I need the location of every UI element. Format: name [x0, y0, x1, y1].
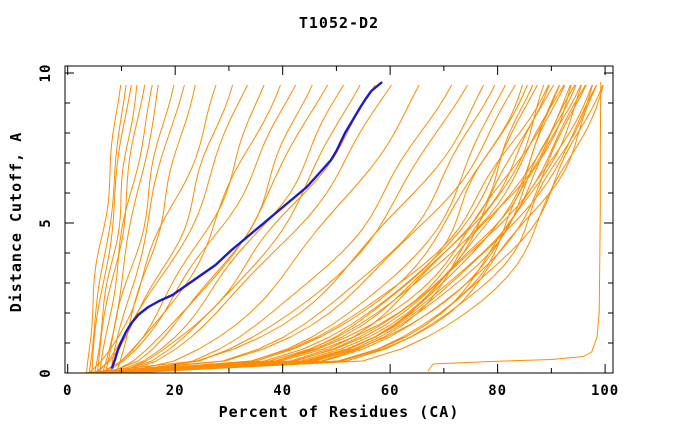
model-curve: [91, 84, 132, 373]
x-tick-label: 80: [488, 383, 507, 399]
model-curve: [83, 84, 485, 373]
model-curve: [121, 84, 420, 373]
model-curve: [126, 84, 586, 373]
y-tick-label: 0: [38, 368, 54, 377]
model-curve: [110, 84, 565, 373]
highlighted-model-curve: [110, 81, 383, 369]
model-curve: [96, 84, 146, 373]
model-curve: [105, 84, 297, 373]
model-curve: [105, 84, 593, 373]
model-curve: [99, 84, 153, 373]
model-curve: [132, 84, 604, 373]
x-tick-label: 100: [591, 383, 619, 399]
model-curve: [86, 84, 122, 373]
model-curve: [94, 84, 560, 373]
model-curve: [89, 84, 534, 373]
model-curve: [94, 84, 138, 373]
model-curve: [94, 84, 506, 373]
model-curve: [104, 84, 175, 373]
x-tick-label: 20: [166, 383, 185, 399]
model-curve: [107, 84, 313, 373]
model-curve: [99, 84, 516, 373]
model-curve: [110, 84, 329, 373]
model-curve: [126, 84, 604, 373]
x-axis-label: Percent of Residues (CA): [218, 403, 460, 421]
axis-frame: [64, 65, 614, 374]
model-curves-layer: [83, 81, 604, 373]
model-curve: [102, 84, 281, 373]
model-curve: [116, 84, 572, 373]
model-curve: [105, 84, 550, 373]
model-curve: [99, 84, 265, 373]
plot-title: T1052-D2: [298, 14, 380, 32]
model-curve: [121, 84, 392, 373]
model-curve: [113, 84, 345, 373]
model-curve: [121, 84, 597, 373]
model-curve: [110, 84, 528, 373]
model-curve: [105, 84, 523, 373]
near-native-model-curve: [427, 81, 602, 372]
x-tick-label: 0: [63, 383, 72, 399]
model-curve: [94, 84, 538, 373]
tick-labels-layer: 0 20 40 60 80 100 0 5 10: [38, 64, 619, 399]
model-curve: [115, 84, 361, 373]
model-curve: [110, 84, 185, 373]
model-curve: [88, 84, 127, 373]
model-curve: [110, 84, 593, 373]
y-axis-label: Distance Cutoff, A: [7, 131, 25, 313]
model-curve: [116, 84, 468, 373]
x-tick-label: 40: [273, 383, 292, 399]
model-curve: [99, 84, 545, 373]
model-curve: [126, 84, 453, 373]
y-tick-label: 5: [38, 218, 54, 227]
model-curve: [116, 84, 555, 373]
model-curve: [116, 84, 582, 373]
model-curve: [99, 84, 560, 373]
y-tick-label: 10: [38, 64, 54, 83]
model-curve: [105, 84, 576, 373]
model-curve: [88, 84, 217, 373]
ticks-layer: [65, 66, 613, 374]
model-curve: [94, 84, 234, 373]
model-curve: [116, 84, 598, 373]
model-curve: [118, 84, 376, 373]
model-curve: [89, 84, 496, 373]
x-tick-label: 60: [381, 383, 400, 399]
